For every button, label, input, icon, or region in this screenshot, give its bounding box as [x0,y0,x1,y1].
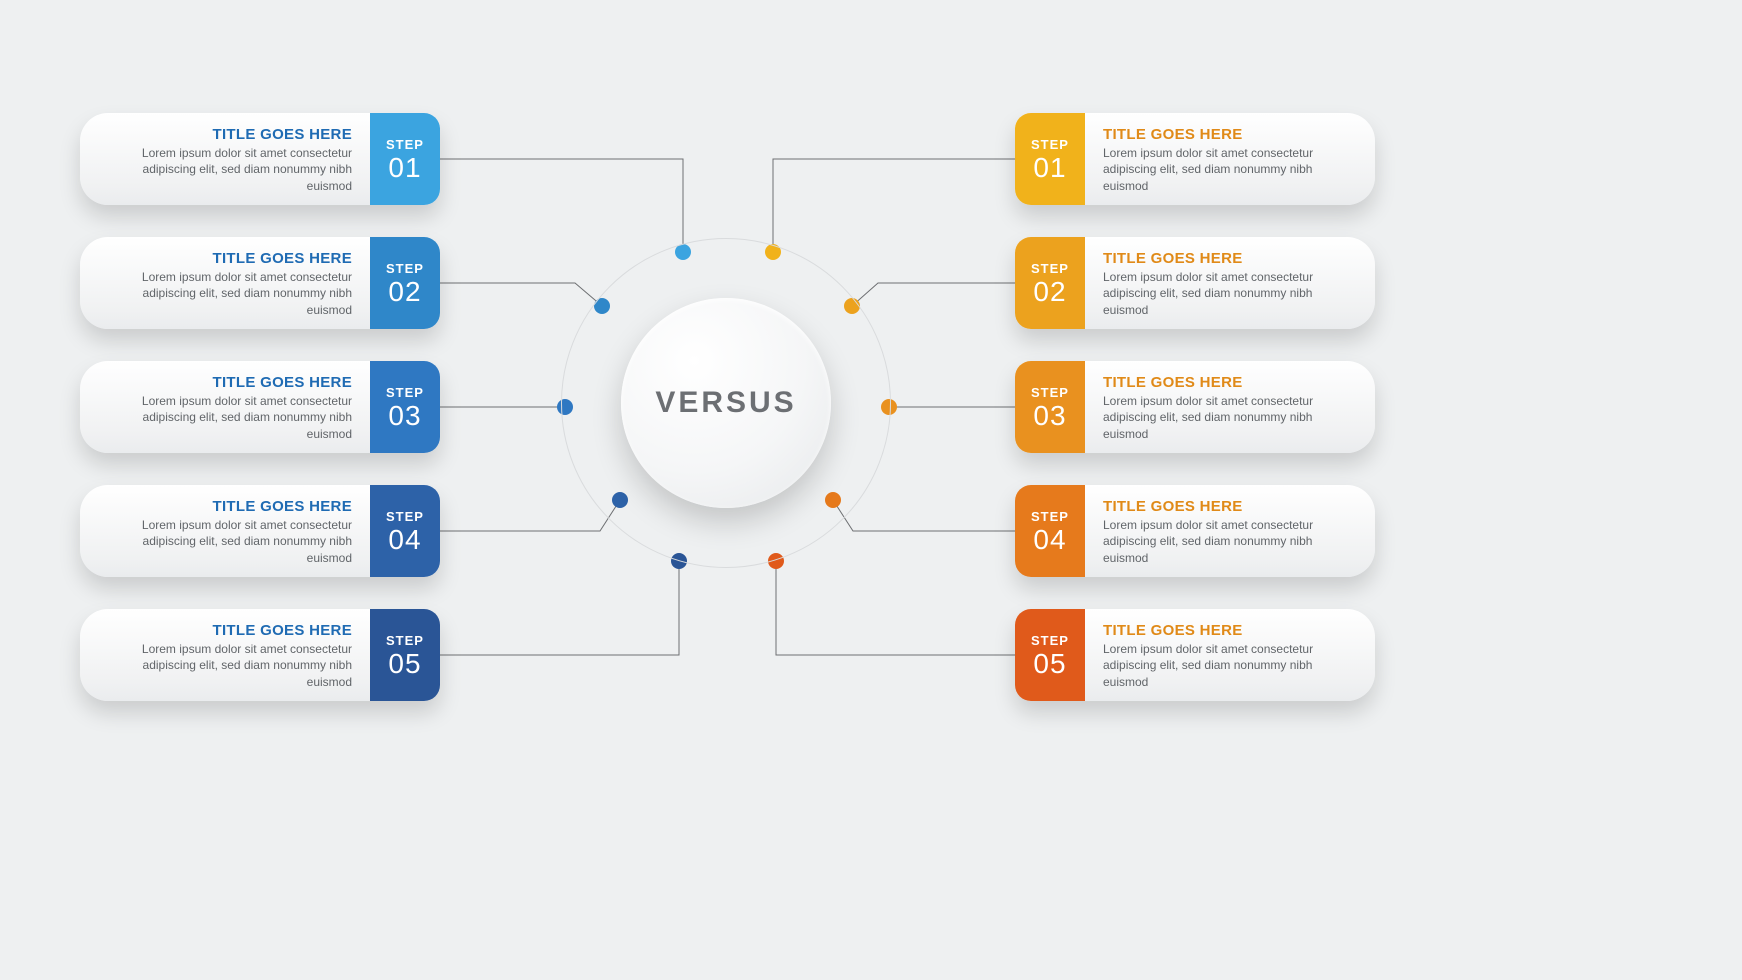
right-card-05: STEP 05 TITLE GOES HERE Lorem ipsum dolor s… [1015,609,1375,701]
card-body: TITLE GOES HERE Lorem ipsum dolor sit ame… [1085,113,1375,205]
card-title: TITLE GOES HERE [1103,250,1357,267]
card-title: TITLE GOES HERE [1103,126,1357,143]
card-desc: Lorem ipsum dolor sit amet consectetur a… [1103,269,1357,318]
connector-line [852,283,1015,306]
step-number: 02 [1033,278,1066,306]
left-card-02: STEP 02 TITLE GOES HERE Lorem ipsum dolor s… [80,237,440,329]
right-card-02: STEP 02 TITLE GOES HERE Lorem ipsum dolor s… [1015,237,1375,329]
card-desc: Lorem ipsum dolor sit amet consectetur a… [98,145,352,194]
card-body: TITLE GOES HERE Lorem ipsum dolor sit ame… [1085,485,1375,577]
connector-line [833,500,1015,531]
step-tab: STEP 02 [370,237,440,329]
step-number: 01 [1033,154,1066,182]
card-desc: Lorem ipsum dolor sit amet consectetur a… [1103,641,1357,690]
connector-line [776,561,1015,655]
step-number: 04 [1033,526,1066,554]
step-label: STEP [1031,385,1069,400]
card-desc: Lorem ipsum dolor sit amet consectetur a… [98,269,352,318]
card-body: TITLE GOES HERE Lorem ipsum dolor sit ame… [80,113,370,205]
step-tab: STEP 02 [1015,237,1085,329]
step-label: STEP [1031,137,1069,152]
step-label: STEP [1031,633,1069,648]
step-number: 03 [388,402,421,430]
right-card-04: STEP 04 TITLE GOES HERE Lorem ipsum dolor s… [1015,485,1375,577]
card-desc: Lorem ipsum dolor sit amet consectetur a… [1103,145,1357,194]
step-tab: STEP 05 [370,609,440,701]
step-number: 03 [1033,402,1066,430]
connector-line [440,500,620,531]
step-number: 01 [388,154,421,182]
card-desc: Lorem ipsum dolor sit amet consectetur a… [1103,393,1357,442]
left-card-03: STEP 03 TITLE GOES HERE Lorem ipsum dolor s… [80,361,440,453]
card-body: TITLE GOES HERE Lorem ipsum dolor sit ame… [1085,237,1375,329]
card-title: TITLE GOES HERE [98,622,352,639]
card-desc: Lorem ipsum dolor sit amet consectetur a… [98,517,352,566]
card-title: TITLE GOES HERE [1103,622,1357,639]
card-body: TITLE GOES HERE Lorem ipsum dolor sit ame… [80,485,370,577]
card-title: TITLE GOES HERE [1103,498,1357,515]
connector-line [440,159,683,252]
card-desc: Lorem ipsum dolor sit amet consectetur a… [1103,517,1357,566]
step-number: 05 [1033,650,1066,678]
versus-infographic: VERSUS STEP 01 TITLE GOES HERE Lorem ipsum … [0,0,1742,980]
step-label: STEP [386,137,424,152]
card-title: TITLE GOES HERE [98,126,352,143]
step-tab: STEP 04 [370,485,440,577]
connector-line [773,159,1015,252]
card-desc: Lorem ipsum dolor sit amet consectetur a… [98,641,352,690]
step-label: STEP [386,509,424,524]
card-desc: Lorem ipsum dolor sit amet consectetur a… [98,393,352,442]
step-label: STEP [1031,261,1069,276]
step-tab: STEP 01 [1015,113,1085,205]
right-card-03: STEP 03 TITLE GOES HERE Lorem ipsum dolor s… [1015,361,1375,453]
connector-line [440,283,602,306]
step-tab: STEP 05 [1015,609,1085,701]
right-card-01: STEP 01 TITLE GOES HERE Lorem ipsum dolor s… [1015,113,1375,205]
card-title: TITLE GOES HERE [98,250,352,267]
card-body: TITLE GOES HERE Lorem ipsum dolor sit ame… [80,361,370,453]
step-tab: STEP 03 [1015,361,1085,453]
left-card-04: STEP 04 TITLE GOES HERE Lorem ipsum dolor s… [80,485,440,577]
step-number: 05 [388,650,421,678]
center-label: VERSUS [655,386,796,420]
step-tab: STEP 04 [1015,485,1085,577]
card-body: TITLE GOES HERE Lorem ipsum dolor sit ame… [80,237,370,329]
step-number: 04 [388,526,421,554]
left-card-01: STEP 01 TITLE GOES HERE Lorem ipsum dolor s… [80,113,440,205]
step-number: 02 [388,278,421,306]
card-body: TITLE GOES HERE Lorem ipsum dolor sit ame… [80,609,370,701]
center-circle: VERSUS [621,298,831,508]
card-title: TITLE GOES HERE [1103,374,1357,391]
card-body: TITLE GOES HERE Lorem ipsum dolor sit ame… [1085,361,1375,453]
connector-line [440,561,679,655]
step-tab: STEP 01 [370,113,440,205]
step-label: STEP [386,261,424,276]
card-title: TITLE GOES HERE [98,498,352,515]
card-title: TITLE GOES HERE [98,374,352,391]
left-card-05: STEP 05 TITLE GOES HERE Lorem ipsum dolor s… [80,609,440,701]
step-label: STEP [1031,509,1069,524]
step-tab: STEP 03 [370,361,440,453]
card-body: TITLE GOES HERE Lorem ipsum dolor sit ame… [1085,609,1375,701]
step-label: STEP [386,385,424,400]
step-label: STEP [386,633,424,648]
